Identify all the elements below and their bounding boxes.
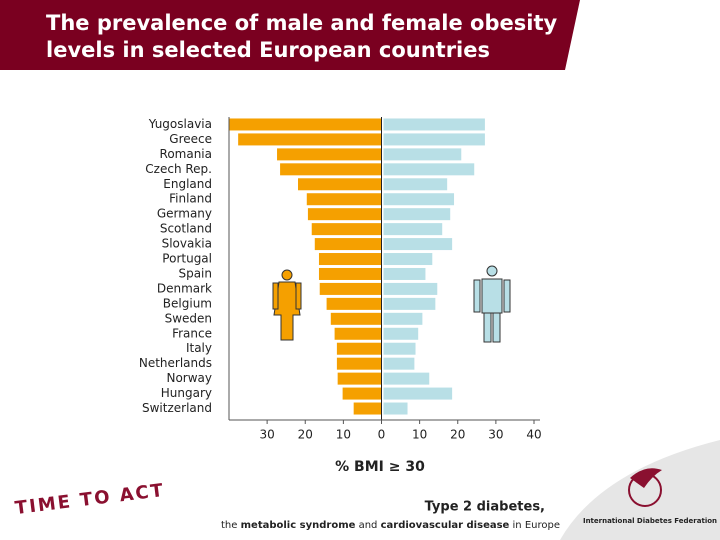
logo-mark: [628, 468, 662, 507]
bar: [383, 163, 475, 176]
category-label: Greece: [169, 132, 212, 146]
bar: [383, 327, 419, 340]
bar: [353, 402, 382, 415]
bar: [298, 178, 382, 191]
bar: [318, 253, 382, 266]
bar: [229, 118, 382, 131]
category-label: Slovakia: [162, 237, 212, 251]
logo-text: International Diabetes Federation: [583, 517, 717, 525]
bar: [383, 387, 453, 400]
x-tick-label: 20: [298, 428, 313, 442]
bar: [383, 253, 433, 266]
category-label: Spain: [178, 266, 212, 280]
category-label: Switzerland: [142, 401, 212, 415]
title: The prevalence of male and female obesit…: [46, 11, 558, 62]
slogan: TIME TO ACT: [14, 480, 166, 519]
bar: [238, 133, 382, 146]
bar: [383, 193, 455, 206]
bar: [280, 163, 382, 176]
x-tick-label: 0: [378, 428, 386, 442]
female-icon: [272, 269, 302, 341]
category-label: Denmark: [157, 281, 212, 295]
bar: [342, 387, 382, 400]
tagline-part: metabolic syndrome: [241, 520, 356, 531]
footer-heading: Type 2 diabetes,: [425, 500, 545, 515]
bar: [307, 208, 382, 221]
category-label: Finland: [169, 192, 212, 206]
bar: [330, 312, 382, 325]
tagline-part: and: [359, 520, 378, 531]
category-label: Sweden: [165, 311, 212, 325]
bar: [383, 297, 436, 310]
bar: [383, 282, 438, 295]
male-icon: [473, 265, 511, 343]
bar: [383, 208, 451, 221]
category-label: Romania: [160, 147, 212, 161]
bar: [336, 357, 382, 370]
category-label: Italy: [186, 341, 212, 355]
category-label: Portugal: [162, 252, 212, 266]
bar: [306, 193, 382, 206]
bar: [277, 148, 382, 161]
category-label: Scotland: [160, 222, 212, 236]
bar: [383, 118, 485, 131]
x-tick-label: 40: [526, 428, 541, 442]
tagline-part: in Europe: [513, 520, 560, 531]
category-label: Germany: [157, 207, 212, 221]
category-label: France: [172, 326, 212, 340]
bar: [383, 238, 453, 251]
bar: [383, 267, 426, 280]
x-tick-label: 30: [488, 428, 503, 442]
category-label: Belgium: [163, 296, 212, 310]
tagline-part: cardiovascular disease: [381, 520, 510, 531]
title-banner: [0, 0, 580, 70]
category-label: England: [163, 177, 212, 191]
bar: [383, 357, 415, 370]
category-label: Hungary: [161, 386, 212, 400]
tagline-part: the: [221, 520, 237, 531]
bar: [334, 327, 382, 340]
bar: [383, 223, 443, 236]
category-label: Czech Rep.: [145, 162, 212, 176]
x-tick-label: 20: [450, 428, 465, 442]
x-axis-label: % BMI ≥ 30: [335, 459, 425, 475]
category-label: Norway: [166, 371, 212, 385]
bar: [314, 238, 382, 251]
footer-tagline: the metabolic syndrome and cardiovascula…: [221, 520, 560, 531]
bar: [383, 312, 423, 325]
x-tick-label: 30: [259, 428, 274, 442]
bar: [311, 223, 382, 236]
bar: [383, 342, 416, 355]
bar: [383, 372, 430, 385]
x-tick-label: 10: [336, 428, 351, 442]
bar: [326, 297, 382, 310]
bar: [383, 148, 462, 161]
bar: [319, 282, 382, 295]
category-label: Netherlands: [139, 356, 212, 370]
bar: [383, 402, 408, 415]
bar: [383, 178, 448, 191]
bar: [383, 133, 485, 146]
bar: [318, 267, 382, 280]
x-tick-label: 10: [412, 428, 427, 442]
bar: [336, 342, 382, 355]
bar: [337, 372, 382, 385]
corner-shape: [560, 440, 720, 540]
category-label: Yugoslavia: [148, 117, 212, 131]
